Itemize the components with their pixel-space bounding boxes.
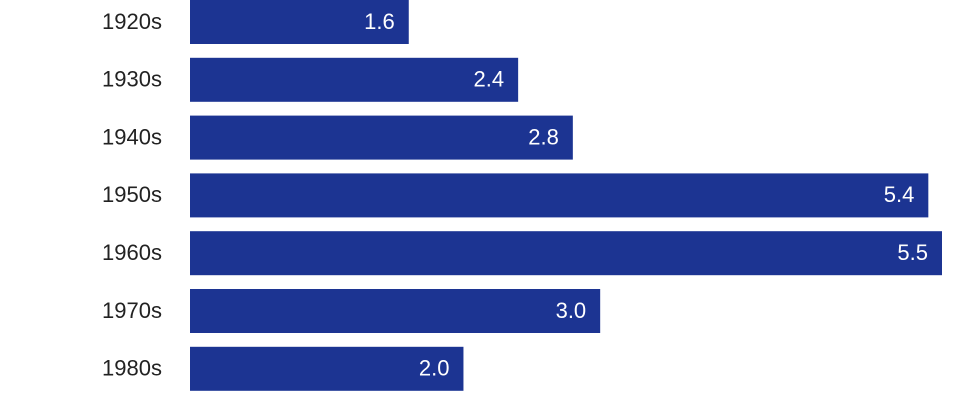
value-label: 2.0: [419, 356, 450, 381]
y-tick-label: 1970s: [102, 298, 162, 323]
bar: [190, 231, 942, 276]
y-tick-label: 1980s: [102, 356, 162, 381]
y-tick-label: 1930s: [102, 67, 162, 92]
value-label: 3.0: [556, 298, 587, 323]
value-label: 5.5: [897, 240, 928, 265]
y-tick-label: 1940s: [102, 124, 162, 149]
y-tick-label: 1950s: [102, 182, 162, 207]
value-label: 1.6: [364, 9, 395, 34]
y-tick-label: 1960s: [102, 240, 162, 265]
bar: [190, 289, 601, 333]
value-label: 2.8: [528, 124, 559, 149]
bar: [190, 0, 409, 44]
bar: [190, 57, 519, 102]
y-tick-label: 1920s: [102, 9, 162, 34]
bar: [190, 115, 573, 160]
bar: [190, 346, 464, 391]
bar: [190, 173, 929, 218]
value-label: 5.4: [884, 182, 915, 207]
value-label: 2.4: [474, 67, 505, 92]
